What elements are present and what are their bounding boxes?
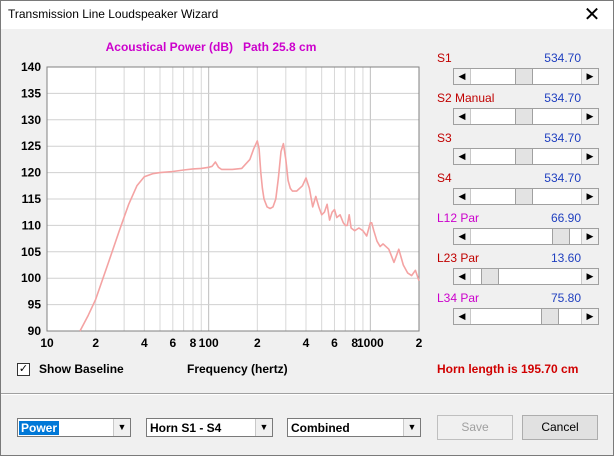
parameter-slider[interactable]: ◀ ▶ [453,308,599,325]
y-tick-label: 125 [21,139,41,153]
slider-value: 534.70 [544,171,581,185]
slider-label: S3 [437,131,452,145]
slider-label: L23 Par [437,251,480,265]
chart-title-left: Acoustical Power (dB) [105,40,233,54]
slider-label: S1 [437,51,452,65]
slider-label: S2 Manual [437,91,495,105]
horn-section-value: Horn S1 - S4 [150,421,222,435]
power-response-line [79,140,420,332]
x-tick-label: 1000 [357,336,384,350]
x-tick-label: 6 [331,336,338,350]
window-title: Transmission Line Loudspeaker Wizard [8,7,219,21]
show-baseline-label[interactable]: Show Baseline [39,362,124,376]
slider-value: 534.70 [544,131,581,145]
y-tick-label: 115 [22,192,42,206]
scroll-right-icon[interactable]: ▶ [581,149,598,164]
slider-thumb[interactable] [541,309,559,324]
chart-title-right: Path 25.8 cm [243,40,317,54]
scroll-left-icon[interactable]: ◀ [454,189,471,204]
x-tick-label: 10 [40,336,54,350]
y-tick-label: 95 [28,298,42,312]
horn-length-text: Horn length is 195.70 cm [437,362,579,376]
client-area: Acoustical Power (dB) Path 25.8 cm 90 95 1… [1,29,613,455]
x-tick-label: 100 [199,336,219,350]
x-tick-label: 2 [416,336,423,350]
y-tick-label: 120 [21,166,41,180]
slider-thumb[interactable] [515,149,533,164]
x-tick-label: 6 [169,336,176,350]
y-tick-label: 130 [21,113,41,127]
display-type-value: Power [19,421,60,435]
plot-border [46,66,420,332]
slider-thumb[interactable] [515,109,533,124]
x-tick-label: 8 [351,336,358,350]
x-tick-label: 4 [303,336,310,350]
parameter-slider[interactable]: ◀ ▶ [453,68,599,85]
slider-label: S4 [437,171,452,185]
slider-label: L12 Par [437,211,480,225]
scroll-left-icon[interactable]: ◀ [454,269,471,284]
chevron-down-icon[interactable]: ▼ [113,419,130,436]
scroll-left-icon[interactable]: ◀ [454,149,471,164]
chevron-down-icon[interactable]: ▼ [255,419,272,436]
chevron-down-icon[interactable]: ▼ [403,419,420,436]
close-icon[interactable]: ✕ [583,4,601,26]
parameter-slider[interactable]: ◀ ▶ [453,228,599,245]
scroll-left-icon[interactable]: ◀ [454,229,471,244]
y-tick-label: 110 [22,218,42,232]
scroll-right-icon[interactable]: ▶ [581,229,598,244]
title-bar: Transmission Line Loudspeaker Wizard ✕ [1,1,613,29]
scroll-right-icon[interactable]: ▶ [581,189,598,204]
display-type-select[interactable]: Power ▼ [17,418,131,437]
scroll-right-icon[interactable]: ▶ [581,69,598,84]
scroll-left-icon[interactable]: ◀ [454,309,471,324]
parameter-slider[interactable]: ◀ ▶ [453,268,599,285]
scroll-left-icon[interactable]: ◀ [454,109,471,124]
scroll-right-icon[interactable]: ▶ [581,109,598,124]
separator [1,393,613,395]
slider-value: 13.60 [550,251,581,265]
slider-thumb[interactable] [515,189,533,204]
scroll-left-icon[interactable]: ◀ [454,69,471,84]
y-tick-label: 105 [21,245,41,259]
y-tick-label: 140 [21,60,41,74]
x-tick-label: 2 [254,336,261,350]
parameter-slider[interactable]: ◀ ▶ [453,108,599,125]
x-tick-label: 2 [92,336,99,350]
slider-value: 75.80 [550,291,581,305]
slider-value: 534.70 [544,91,581,105]
y-tick-label: 100 [21,271,41,285]
slider-thumb[interactable] [552,229,570,244]
y-tick-label: 90 [28,324,42,338]
slider-thumb[interactable] [481,269,499,284]
x-tick-label: 8 [190,336,197,350]
slider-value: 66.90 [550,211,581,225]
parameter-slider[interactable]: ◀ ▶ [453,148,599,165]
x-tick-label: 4 [141,336,148,350]
scroll-right-icon[interactable]: ▶ [581,269,598,284]
x-axis-label: Frequency (hertz) [187,362,288,376]
slider-label: L34 Par [437,291,480,305]
horn-section-select[interactable]: Horn S1 - S4 ▼ [146,418,273,437]
save-button[interactable]: Save [437,415,513,440]
cancel-button[interactable]: Cancel [522,415,598,440]
parameter-slider[interactable]: ◀ ▶ [453,188,599,205]
combination-value: Combined [291,421,350,435]
slider-thumb[interactable] [515,69,533,84]
scroll-right-icon[interactable]: ▶ [581,309,598,324]
combination-select[interactable]: Combined ▼ [287,418,421,437]
chart-title: Acoustical Power (dB) Path 25.8 cm [1,40,421,54]
show-baseline-checkbox[interactable]: ✓ [17,363,30,376]
y-tick-label: 135 [21,86,41,100]
slider-value: 534.70 [544,51,581,65]
